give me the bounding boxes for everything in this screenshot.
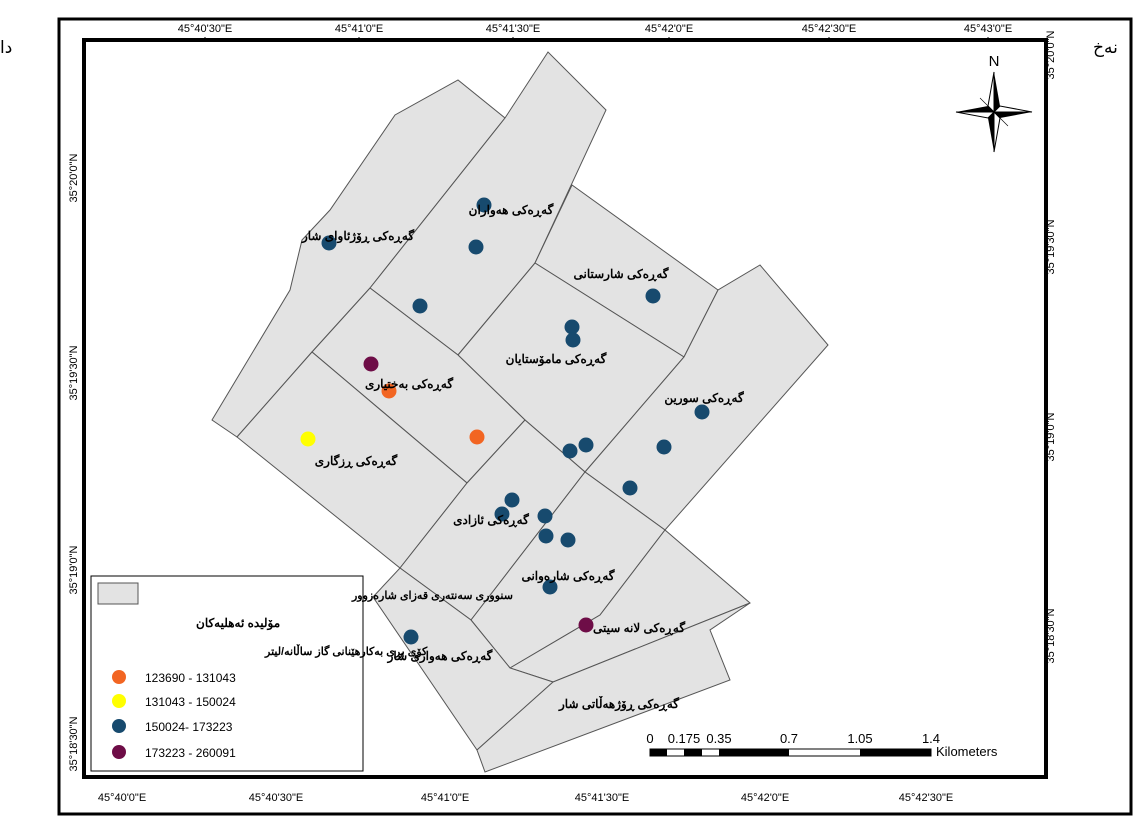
top-coordinate-labels: 45°40'30"E 45°41'0"E 45°41'30"E 45°42'0"… xyxy=(178,23,1012,42)
generator-point-class-3 xyxy=(622,480,638,496)
district-label-east: گەڕەکی ڕۆژهەڵاتی شار xyxy=(558,696,679,712)
legend-class-label: 150024- 173223 xyxy=(145,720,233,734)
right-coordinate-labels: 35°20'0"N 35°19'30"N 35°19'0"N 35°18'30"… xyxy=(1045,30,1057,663)
generator-points xyxy=(300,197,710,645)
bottom-coordinate-labels: 45°40'0"E 45°40'30"E 45°41'0"E 45°41'30"… xyxy=(98,792,953,804)
cropped-text-left: دا xyxy=(0,38,13,58)
scale-label: 0.7 xyxy=(780,731,798,746)
legend-class-label: 173223 - 260091 xyxy=(145,746,236,760)
district-label-lana: گەڕەکی لانە سیتی xyxy=(593,620,685,636)
right-tick-label: 35°19'30"N xyxy=(1045,219,1057,274)
generator-point-class-3 xyxy=(538,528,554,544)
generator-point-class-3 xyxy=(565,332,581,348)
generator-point-class-3 xyxy=(403,629,419,645)
top-tick-label: 45°43'0"E xyxy=(964,23,1012,35)
generator-point-class-3 xyxy=(645,288,661,304)
right-tick-label: 35°19'0"N xyxy=(1045,412,1057,461)
generator-point-class-2 xyxy=(300,431,316,447)
top-tick-label: 45°41'30"E xyxy=(486,23,540,35)
bottom-tick-label: 45°40'30"E xyxy=(249,792,303,804)
scale-unit: Kilometers xyxy=(936,744,998,759)
generator-point-class-4 xyxy=(578,617,594,633)
top-tick-label: 45°41'0"E xyxy=(335,23,383,35)
scale-bar-segment xyxy=(684,749,702,756)
generator-point-class-3 xyxy=(321,235,337,251)
legend-swatch-class-3 xyxy=(112,719,126,733)
generator-point-class-3 xyxy=(562,443,578,459)
district-label-hawari-shar: گەڕەکی هەواری شار xyxy=(387,648,493,664)
left-tick-label: 35°19'0"N xyxy=(68,545,80,594)
district-labels: گەڕەکی هەواران گەڕەکی ڕۆژئاوای شار گەڕەک… xyxy=(301,202,744,712)
top-tick-label: 45°40'30"E xyxy=(178,23,232,35)
legend-swatch-class-2 xyxy=(112,694,126,708)
generator-point-class-3 xyxy=(494,506,510,522)
scale-bar-segment xyxy=(860,749,931,756)
legend-box xyxy=(90,575,364,772)
bottom-tick-label: 45°40'0"E xyxy=(98,792,146,804)
generator-point-class-3 xyxy=(476,197,492,213)
legend-class-label: 123690 - 131043 xyxy=(145,671,236,685)
generator-point-class-3 xyxy=(694,404,710,420)
left-coordinate-labels: 35°20'0"N 35°19'30"N 35°19'0"N 35°18'30"… xyxy=(68,153,80,771)
scale-bar-segment xyxy=(650,749,667,756)
generator-point-class-3 xyxy=(564,319,580,335)
left-tick-label: 35°19'30"N xyxy=(68,345,80,400)
generator-point-class-3 xyxy=(656,439,672,455)
scale-label: 0.35 xyxy=(706,731,731,746)
legend-boundary-swatch xyxy=(97,582,139,605)
generator-point-class-3 xyxy=(578,437,594,453)
generator-point-class-3 xyxy=(468,239,484,255)
north-arrow-icon: N xyxy=(955,53,1033,153)
generator-point-class-3 xyxy=(537,508,553,524)
district-label-shahristani: گەڕەکی شارستانی xyxy=(574,266,669,282)
legend-boundary-label: سنووری سەنتەری قەزای شارەزوور xyxy=(351,590,513,602)
bottom-tick-label: 45°41'0"E xyxy=(421,792,469,804)
district-label-west: گەڕەکی ڕۆژئاوای شار xyxy=(301,228,414,244)
cropped-text-right: نەخ xyxy=(1093,38,1118,58)
scale-label: 0 xyxy=(646,731,653,746)
district-label-hawaran: گەڕەکی هەواران xyxy=(469,202,554,218)
generator-point-class-3 xyxy=(560,532,576,548)
left-tick-label: 35°18'30"N xyxy=(68,716,80,771)
scale-bar-segment xyxy=(719,749,789,756)
generator-point-class-1 xyxy=(469,429,485,445)
legend-swatch-class-1 xyxy=(112,670,126,684)
legend-class-label: 131043 - 150024 xyxy=(145,695,236,709)
legend-generators-title: مۆلیدە ئەهلیەکان xyxy=(196,616,280,631)
legend-usage-title: کۆی بڕی بەکارهێنانی گاز ساڵانە/لیتر xyxy=(264,644,428,658)
scale-label: 0.175 xyxy=(668,731,701,746)
right-tick-label: 35°20'0"N xyxy=(1045,30,1057,79)
district-label-soren: گەڕەکی سورین xyxy=(664,390,744,406)
scale-label: 1.4 xyxy=(922,731,940,746)
bottom-tick-label: 45°41'30"E xyxy=(575,792,629,804)
district-label-sharawani: گەڕەکی شارەوانی xyxy=(521,568,614,584)
bottom-tick-label: 45°42'30"E xyxy=(899,792,953,804)
generator-point-class-3 xyxy=(542,579,558,595)
district-label-mamostayan: گەڕەکی مامۆستایان xyxy=(506,351,607,367)
generator-point-class-1 xyxy=(381,383,397,399)
north-label: N xyxy=(989,53,1000,70)
generator-point-class-4 xyxy=(363,356,379,372)
district-polygon-east xyxy=(476,602,751,773)
bottom-tick-label: 45°42'0"E xyxy=(741,792,789,804)
generator-point-class-3 xyxy=(412,298,428,314)
top-tick-label: 45°42'30"E xyxy=(802,23,856,35)
district-label-rizgari: گەڕەکی ڕزگاری xyxy=(315,453,398,469)
legend: سنووری سەنتەری قەزای شارەزوور مۆلیدە ئەه… xyxy=(90,575,513,772)
left-tick-label: 35°20'0"N xyxy=(68,153,80,202)
district-label-azadi: گەڕەکی ئازادی xyxy=(453,512,529,528)
scale-bar: 0 0.175 0.35 0.7 1.05 1.4 Kilometers xyxy=(646,731,998,759)
scale-label: 1.05 xyxy=(847,731,872,746)
generator-point-class-3 xyxy=(504,492,520,508)
legend-swatch-class-4 xyxy=(112,745,126,759)
right-tick-label: 35°18'30"N xyxy=(1045,608,1057,663)
top-tick-label: 45°42'0"E xyxy=(645,23,693,35)
district-label-bakhtiari: گەڕەکی بەختیاری xyxy=(365,376,453,392)
